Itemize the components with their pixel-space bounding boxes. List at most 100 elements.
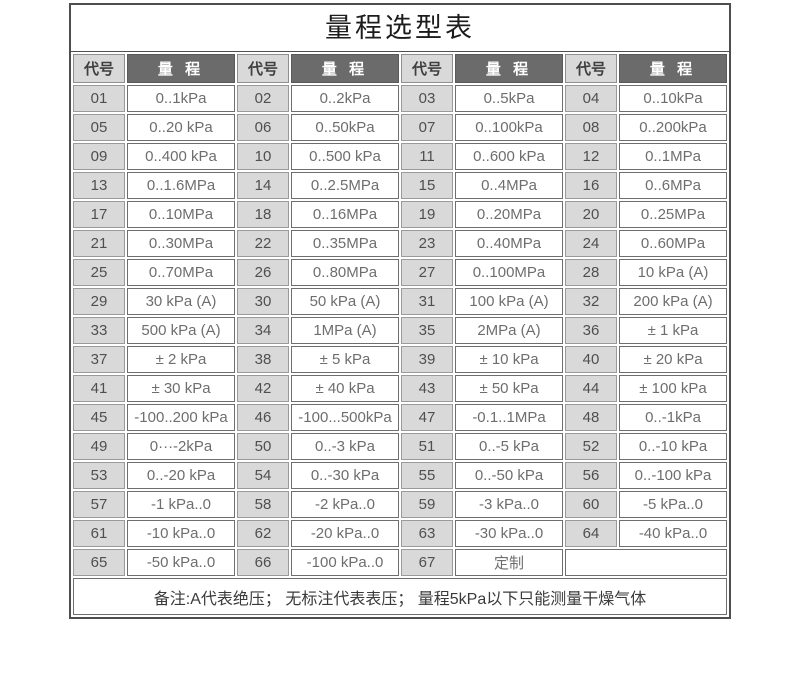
code-cell: 37 [73,346,125,373]
code-cell: 22 [237,230,289,257]
table-row: 29 30 kPa (A) 30 50 kPa (A) 31 100 kPa (A) 32 2… [73,288,727,315]
code-cell: 63 [401,520,453,547]
code-cell: 48 [565,404,617,431]
code-cell: 50 [237,433,289,460]
code-cell: 65 [73,549,125,576]
range-cell: ± 30 kPa [127,375,235,402]
code-cell: 10 [237,143,289,170]
code-cell: 07 [401,114,453,141]
code-cell: 20 [565,201,617,228]
range-header-cell: 量 程 [291,54,399,83]
range-cell: 0..4MPa [455,172,563,199]
range-cell: 100 kPa (A) [455,288,563,315]
code-cell: 13 [73,172,125,199]
code-cell: 26 [237,259,289,286]
code-cell: 12 [565,143,617,170]
code-cell: 46 [237,404,289,431]
code-cell: 67 [401,549,453,576]
range-cell: 0···-2kPa [127,433,235,460]
range-cell: 0..-100 kPa [619,462,727,489]
code-cell: 55 [401,462,453,489]
code-cell: 33 [73,317,125,344]
range-cell: ± 50 kPa [455,375,563,402]
code-cell: 02 [237,85,289,112]
code-cell: 61 [73,520,125,547]
range-cell: ± 2 kPa [127,346,235,373]
range-cell: -100..200 kPa [127,404,235,431]
code-cell: 05 [73,114,125,141]
range-cell: ± 5 kPa [291,346,399,373]
code-cell: 39 [401,346,453,373]
range-cell: 0..-5 kPa [455,433,563,460]
code-cell: 60 [565,491,617,518]
code-cell: 01 [73,85,125,112]
range-cell: -50 kPa..0 [127,549,235,576]
range-cell: 0..2kPa [291,85,399,112]
range-cell: 0..100MPa [455,259,563,286]
code-cell: 21 [73,230,125,257]
range-header-cell: 量 程 [455,54,563,83]
range-cell: 0..400 kPa [127,143,235,170]
range-cell: 0..6MPa [619,172,727,199]
code-cell: 58 [237,491,289,518]
range-cell: ± 100 kPa [619,375,727,402]
range-cell: -5 kPa..0 [619,491,727,518]
range-selection-sheet: 量程选型表 代号量 程代号量 程代号量 程代号量 程 01 0..1kPa 02 0.… [69,3,731,619]
range-cell: -30 kPa..0 [455,520,563,547]
range-cell: 0..50kPa [291,114,399,141]
range-cell: 0..-30 kPa [291,462,399,489]
code-cell: 29 [73,288,125,315]
range-cell: 0..-3 kPa [291,433,399,460]
code-cell: 16 [565,172,617,199]
code-cell: 11 [401,143,453,170]
range-cell: 定制 [455,549,563,576]
range-cell: 0..10MPa [127,201,235,228]
range-cell: 50 kPa (A) [291,288,399,315]
code-cell: 32 [565,288,617,315]
code-cell: 04 [565,85,617,112]
range-cell: -20 kPa..0 [291,520,399,547]
table-row: 41 ± 30 kPa 42 ± 40 kPa 43 ± 50 kPa 44 ± 100 kP… [73,375,727,402]
table-row: 01 0..1kPa 02 0..2kPa 03 0..5kPa 04 0..10kPa [73,85,727,112]
table-row: 57 -1 kPa..0 58 -2 kPa..0 59 -3 kPa..0 60 -5 kP… [73,491,727,518]
range-cell: 500 kPa (A) [127,317,235,344]
code-cell: 41 [73,375,125,402]
code-cell: 31 [401,288,453,315]
range-cell: -40 kPa..0 [619,520,727,547]
page-title: 量程选型表 [71,5,729,52]
range-table: 代号量 程代号量 程代号量 程代号量 程 01 0..1kPa 02 0..2kPa 0… [71,52,729,617]
note-row: 备注:A代表绝压； 无标注代表表压； 量程5kPa以下只能测量干燥气体 [73,578,727,615]
range-cell: -1 kPa..0 [127,491,235,518]
range-cell: 10 kPa (A) [619,259,727,286]
code-cell: 49 [73,433,125,460]
table-row: 25 0..70MPa 26 0..80MPa 27 0..100MPa 28 10 kPa … [73,259,727,286]
code-cell: 59 [401,491,453,518]
range-cell: 0..-50 kPa [455,462,563,489]
range-cell: 0..200kPa [619,114,727,141]
table-row: 13 0..1.6MPa 14 0..2.5MPa 15 0..4MPa 16 0..6MPa [73,172,727,199]
table-row: 37 ± 2 kPa 38 ± 5 kPa 39 ± 10 kPa 40 ± 20 kPa [73,346,727,373]
code-cell: 30 [237,288,289,315]
code-cell: 09 [73,143,125,170]
table-row: 09 0..400 kPa 10 0..500 kPa 11 0..600 kPa 12 0.… [73,143,727,170]
range-cell: 0..1kPa [127,85,235,112]
range-cell: 0..80MPa [291,259,399,286]
range-cell: 0..30MPa [127,230,235,257]
range-cell: 0..20MPa [455,201,563,228]
code-cell: 35 [401,317,453,344]
range-cell: 0..20 kPa [127,114,235,141]
code-cell: 08 [565,114,617,141]
code-cell: 51 [401,433,453,460]
code-cell: 56 [565,462,617,489]
code-cell: 64 [565,520,617,547]
range-cell: -2 kPa..0 [291,491,399,518]
code-cell: 18 [237,201,289,228]
table-row: 45 -100..200 kPa 46 -100...500kPa 47 -0.1..1M… [73,404,727,431]
code-cell: 27 [401,259,453,286]
code-cell: 25 [73,259,125,286]
code-cell: 47 [401,404,453,431]
code-cell: 38 [237,346,289,373]
code-cell: 28 [565,259,617,286]
table-row: 17 0..10MPa 18 0..16MPa 19 0..20MPa 20 0..25MPa [73,201,727,228]
range-cell: ± 20 kPa [619,346,727,373]
